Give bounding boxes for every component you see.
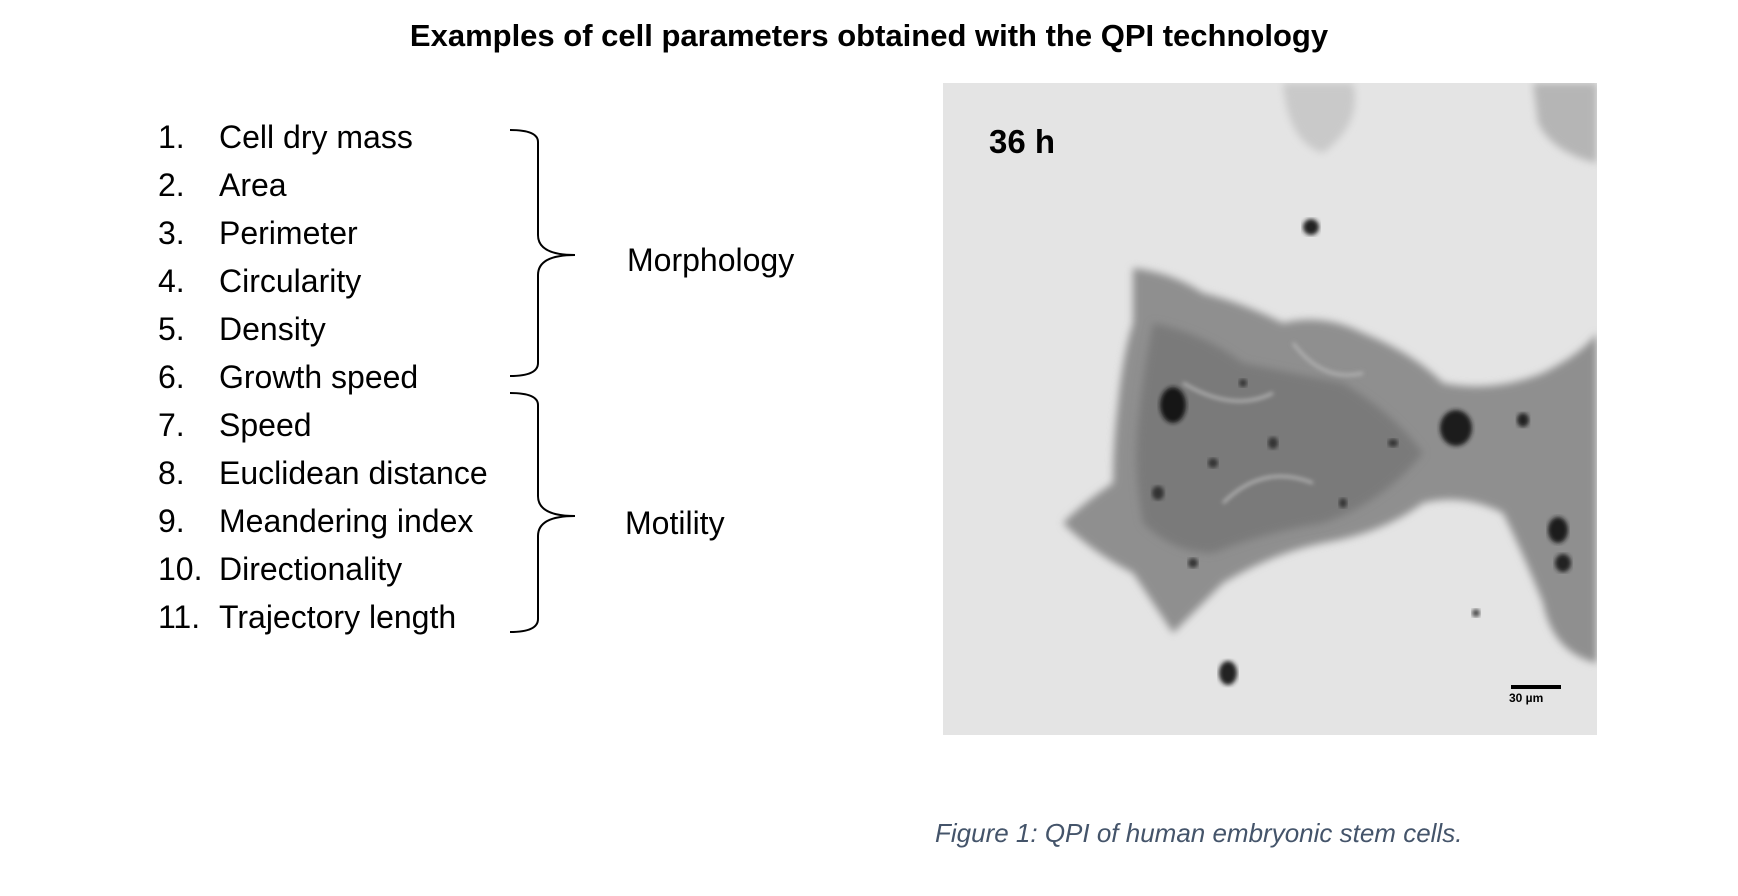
grouping-braces <box>509 129 576 633</box>
list-item: 6. Growth speed <box>158 353 488 401</box>
item-label: Cell dry mass <box>219 118 413 155</box>
item-number: 4. <box>158 262 185 299</box>
list-item: 10. Directionality <box>158 545 488 593</box>
item-label: Trajectory length <box>219 598 457 635</box>
item-label: Speed <box>219 406 312 443</box>
list-item: 1. Cell dry mass <box>158 113 488 161</box>
item-number: 1. <box>158 118 185 155</box>
cell-colony-image <box>943 83 1597 735</box>
item-number: 5. <box>158 310 185 347</box>
motility-brace <box>509 392 576 633</box>
morphology-brace <box>509 129 576 377</box>
time-label: 36 h <box>989 123 1056 160</box>
item-number: 6. <box>158 358 185 395</box>
cell-micrograph: 36 h 30 µm <box>943 83 1597 735</box>
item-label: Density <box>219 310 326 347</box>
figure-caption: Figure 1: QPI of human embryonic stem ce… <box>935 818 1463 848</box>
list-item: 4. Circularity <box>158 257 488 305</box>
morphology-label: Morphology <box>627 242 795 278</box>
list-item: 2. Area <box>158 161 488 209</box>
item-number: 2. <box>158 166 185 203</box>
scale-bar <box>1511 685 1561 689</box>
item-label: Directionality <box>219 550 403 587</box>
item-label: Euclidean distance <box>219 454 488 491</box>
list-item: 9. Meandering index <box>158 497 488 545</box>
list-item: 5. Density <box>158 305 488 353</box>
item-number: 3. <box>158 214 185 251</box>
list-item: 7. Speed <box>158 401 488 449</box>
item-label: Circularity <box>219 262 362 299</box>
list-item: 11. Trajectory length <box>158 593 488 641</box>
list-item: 8. Euclidean distance <box>158 449 488 497</box>
item-label: Growth speed <box>219 358 419 395</box>
item-label: Perimeter <box>219 214 358 251</box>
item-number: 9. <box>158 502 185 539</box>
parameter-list: 1. Cell dry mass 2. Area 3. Perimeter 4. Cir… <box>158 113 488 641</box>
scale-label: 30 µm <box>1509 691 1544 705</box>
motility-label: Motility <box>625 505 725 541</box>
item-label: Area <box>219 166 287 203</box>
item-label: Meandering index <box>219 502 474 539</box>
item-number: 11. <box>158 598 201 635</box>
item-number: 8. <box>158 454 185 491</box>
list-item: 3. Perimeter <box>158 209 488 257</box>
page-title: Examples of cell parameters obtained wit… <box>409 18 1329 53</box>
item-number: 7. <box>158 406 185 443</box>
item-number: 10. <box>158 550 203 587</box>
